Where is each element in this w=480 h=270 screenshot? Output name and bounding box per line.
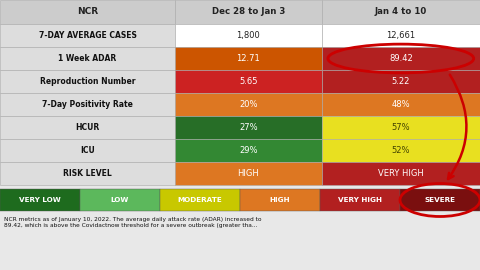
Text: VERY HIGH: VERY HIGH bbox=[338, 197, 382, 203]
Bar bbox=[0, 139, 175, 162]
Bar bbox=[0, 93, 175, 116]
Text: 1 Week ADAR: 1 Week ADAR bbox=[59, 54, 117, 63]
Bar bbox=[400, 189, 480, 211]
Text: 1,800: 1,800 bbox=[237, 31, 260, 40]
Text: 52%: 52% bbox=[392, 146, 410, 155]
Text: VERY LOW: VERY LOW bbox=[19, 197, 61, 203]
Text: Jan 4 to 10: Jan 4 to 10 bbox=[375, 8, 427, 16]
Bar bbox=[0, 162, 175, 185]
Text: 7-DAY AVERAGE CASES: 7-DAY AVERAGE CASES bbox=[39, 31, 136, 40]
Text: ICU: ICU bbox=[80, 146, 95, 155]
Text: 20%: 20% bbox=[239, 100, 258, 109]
Text: RISK LEVEL: RISK LEVEL bbox=[63, 169, 112, 178]
Text: LOW: LOW bbox=[111, 197, 129, 203]
Text: 5.65: 5.65 bbox=[239, 77, 258, 86]
Bar bbox=[175, 0, 322, 24]
Text: Dec 28 to Jan 3: Dec 28 to Jan 3 bbox=[212, 8, 285, 16]
Bar bbox=[322, 0, 480, 24]
Text: MODERATE: MODERATE bbox=[178, 197, 222, 203]
Bar bbox=[175, 24, 322, 47]
Text: HIGH: HIGH bbox=[270, 197, 290, 203]
Bar bbox=[80, 189, 160, 211]
Text: 89.42: 89.42 bbox=[389, 54, 413, 63]
Text: 27%: 27% bbox=[239, 123, 258, 132]
Bar bbox=[175, 93, 322, 116]
Bar bbox=[322, 162, 480, 185]
Text: SEVERE: SEVERE bbox=[424, 197, 456, 203]
Text: 12,661: 12,661 bbox=[386, 31, 415, 40]
Text: 5.22: 5.22 bbox=[392, 77, 410, 86]
Bar bbox=[175, 70, 322, 93]
Text: HIGH: HIGH bbox=[238, 169, 259, 178]
Bar bbox=[322, 139, 480, 162]
Bar bbox=[175, 162, 322, 185]
Text: VERY HIGH: VERY HIGH bbox=[378, 169, 424, 178]
Bar bbox=[175, 47, 322, 70]
Bar bbox=[175, 139, 322, 162]
Bar bbox=[0, 116, 175, 139]
Bar bbox=[175, 116, 322, 139]
Bar bbox=[0, 189, 80, 211]
Bar bbox=[160, 189, 240, 211]
Bar bbox=[240, 189, 320, 211]
Text: 57%: 57% bbox=[392, 123, 410, 132]
Bar bbox=[0, 0, 175, 24]
Text: 12.71: 12.71 bbox=[237, 54, 260, 63]
Bar bbox=[322, 47, 480, 70]
Bar bbox=[0, 24, 175, 47]
Bar bbox=[320, 189, 400, 211]
Text: Reproduction Number: Reproduction Number bbox=[40, 77, 135, 86]
Bar bbox=[0, 47, 175, 70]
Bar bbox=[322, 70, 480, 93]
Text: 29%: 29% bbox=[239, 146, 258, 155]
Bar bbox=[322, 93, 480, 116]
Text: NCR metrics as of January 10, 2022. The average daily attack rate (ADAR) increas: NCR metrics as of January 10, 2022. The … bbox=[4, 217, 261, 228]
Bar bbox=[0, 70, 175, 93]
Text: 7-Day Positivity Rate: 7-Day Positivity Rate bbox=[42, 100, 133, 109]
Bar bbox=[322, 116, 480, 139]
Text: HCUR: HCUR bbox=[75, 123, 100, 132]
Text: NCR: NCR bbox=[77, 8, 98, 16]
Text: 48%: 48% bbox=[392, 100, 410, 109]
Bar bbox=[322, 24, 480, 47]
